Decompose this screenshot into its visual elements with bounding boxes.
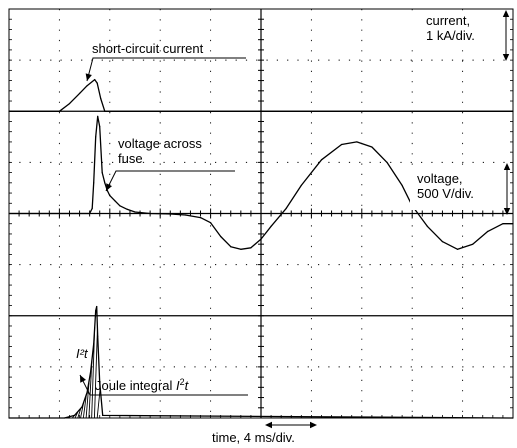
data-point bbox=[114, 200, 115, 201]
data-point bbox=[90, 371, 91, 372]
data-point bbox=[8, 111, 9, 112]
data-point bbox=[97, 336, 98, 337]
data-point bbox=[321, 159, 322, 160]
current-scale-label: current, 1 kA/div. bbox=[426, 13, 475, 43]
data-point bbox=[150, 213, 151, 214]
data-point bbox=[240, 249, 241, 250]
data-point bbox=[127, 209, 128, 210]
data-point bbox=[134, 211, 135, 212]
data-point bbox=[286, 208, 287, 209]
data-point bbox=[79, 93, 80, 94]
data-point bbox=[64, 417, 65, 418]
data-point bbox=[260, 238, 261, 239]
data-point bbox=[402, 185, 403, 186]
data-point bbox=[94, 79, 95, 80]
joule-integral-label: Joule integral I2t bbox=[95, 377, 190, 393]
data-point bbox=[92, 208, 93, 209]
data-point bbox=[512, 111, 513, 112]
data-point bbox=[87, 392, 88, 393]
data-point bbox=[119, 205, 120, 206]
data-point bbox=[371, 146, 372, 147]
data-point bbox=[93, 182, 94, 183]
data-point bbox=[472, 244, 473, 245]
data-point bbox=[102, 415, 103, 416]
data-point bbox=[8, 213, 9, 214]
data-point bbox=[210, 222, 211, 223]
time-scale-arrow-right bbox=[310, 422, 317, 428]
data-point bbox=[74, 415, 75, 416]
data-point bbox=[301, 185, 302, 186]
data-point bbox=[59, 111, 60, 112]
time-scale-label: time, 4 ms/div. bbox=[212, 430, 295, 445]
time-scale-arrow-left bbox=[265, 422, 272, 428]
data-point bbox=[250, 247, 251, 248]
data-point bbox=[104, 182, 105, 183]
data-point bbox=[100, 98, 101, 99]
data-point bbox=[442, 241, 443, 242]
data-point bbox=[427, 226, 428, 227]
data-point bbox=[109, 195, 110, 196]
short-circuit-current-label: short-circuit current bbox=[92, 41, 204, 56]
data-point bbox=[386, 162, 387, 163]
data-point bbox=[95, 136, 96, 137]
data-point bbox=[99, 126, 100, 127]
data-point bbox=[81, 406, 82, 407]
data-point bbox=[102, 172, 103, 173]
i2t-small-label: I²t bbox=[76, 346, 89, 361]
data-point bbox=[97, 83, 98, 84]
data-point bbox=[93, 343, 94, 344]
data-point bbox=[104, 111, 105, 112]
data-point bbox=[502, 223, 503, 224]
data-point bbox=[8, 417, 9, 418]
data-point bbox=[96, 306, 97, 307]
data-point bbox=[87, 85, 88, 86]
data-point bbox=[457, 249, 458, 250]
data-point bbox=[200, 217, 201, 218]
data-point bbox=[341, 144, 342, 145]
data-point bbox=[356, 141, 357, 142]
data-point bbox=[185, 214, 186, 215]
data-point bbox=[170, 213, 171, 214]
data-point bbox=[89, 213, 90, 214]
data-point bbox=[512, 417, 513, 418]
data-point bbox=[95, 310, 96, 311]
data-point bbox=[487, 231, 488, 232]
data-point bbox=[97, 116, 98, 117]
data-point bbox=[220, 236, 221, 237]
data-point bbox=[69, 103, 70, 104]
data-point bbox=[270, 226, 271, 227]
data-point bbox=[512, 223, 513, 224]
data-point bbox=[230, 246, 231, 247]
